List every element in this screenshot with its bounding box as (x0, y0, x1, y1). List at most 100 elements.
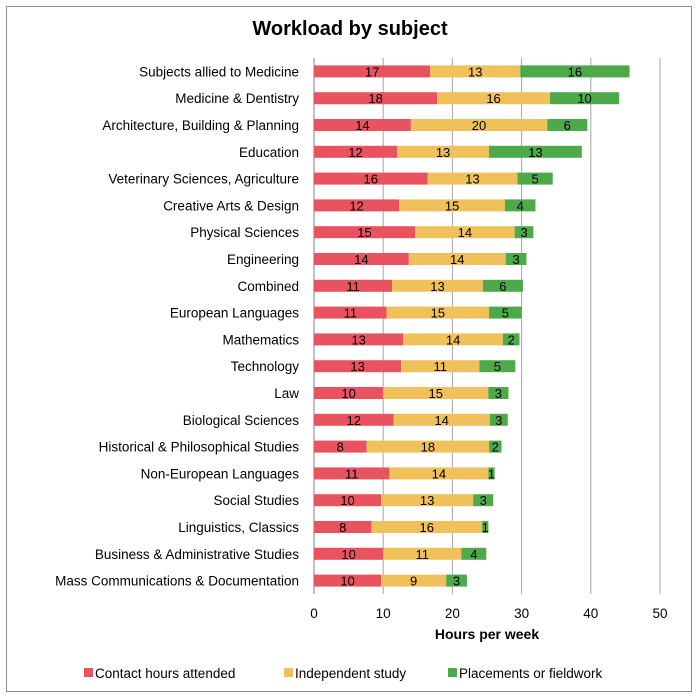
bar-segment (314, 547, 384, 560)
data-label: 2 (508, 332, 515, 347)
bar-segment (517, 172, 553, 185)
data-label: 12 (348, 145, 362, 160)
bar-segment (314, 145, 398, 158)
data-label: 3 (520, 225, 527, 240)
bar-segment (489, 145, 582, 158)
bar-segment (314, 494, 382, 507)
bar-segment (383, 387, 489, 399)
category-label: Linguistics, Classics (178, 520, 299, 535)
bar-segment (381, 574, 447, 587)
bar-segment (489, 306, 522, 319)
bar-segment (366, 440, 490, 453)
bar-segment (410, 119, 548, 131)
category-label: Combined (237, 279, 299, 294)
bar-segment (446, 574, 467, 587)
bar-segment (488, 467, 495, 480)
data-label: 8 (337, 440, 344, 455)
category-label: Engineering (227, 252, 299, 267)
legend-label: Independent study (295, 666, 406, 681)
data-label: 14 (355, 118, 369, 133)
data-label: 11 (434, 359, 448, 374)
data-label: 5 (502, 306, 509, 321)
data-label: 13 (436, 145, 450, 160)
category-label: Subjects allied to Medicine (139, 64, 299, 79)
category-label: Business & Administrative Studies (95, 547, 299, 562)
x-axis-title: Hours per week (435, 626, 539, 642)
data-label: 14 (434, 413, 448, 428)
bar-segment (314, 413, 394, 426)
data-label: 13 (430, 279, 444, 294)
bar-segment (383, 547, 462, 560)
category-label: Non-European Languages (141, 466, 300, 481)
bar-segment (415, 226, 515, 239)
category-labels: Subjects allied to Medicine Medicine & De… (55, 64, 299, 588)
data-label: 3 (480, 493, 487, 508)
bar-segment (547, 119, 588, 131)
bar-segment (314, 226, 416, 239)
data-label: 13 (528, 145, 542, 160)
data-label: 6 (564, 118, 571, 133)
data-label: 2 (492, 440, 499, 455)
bar-segment (314, 92, 438, 105)
category-label: Education (239, 145, 299, 160)
data-label: 11 (345, 466, 359, 481)
bar-segment (314, 574, 382, 587)
data-label: 12 (349, 198, 363, 213)
data-label: 3 (512, 252, 519, 267)
bar-segment (520, 65, 630, 78)
data-label: 14 (458, 225, 472, 240)
bar-segment (392, 279, 483, 292)
data-label: 17 (365, 64, 379, 79)
x-tick-label: 20 (445, 606, 460, 621)
data-label: 16 (568, 64, 582, 79)
bar-segment (399, 199, 505, 212)
bar-segment (437, 92, 550, 105)
data-label: 14 (446, 332, 460, 347)
bar-segment (401, 360, 480, 373)
data-label: 13 (465, 172, 479, 187)
category-label: Physical Sciences (190, 225, 299, 240)
bar-segment (482, 521, 489, 533)
bar-segment (314, 199, 400, 212)
data-label: 15 (431, 306, 445, 321)
bar-segment (514, 226, 534, 239)
category-label: Mathematics (222, 332, 299, 347)
bar-segment (314, 279, 393, 292)
bar-segment (504, 199, 536, 212)
data-label: 11 (416, 547, 430, 562)
data-label: 12 (347, 413, 361, 428)
bar-segment (389, 467, 489, 480)
data-label: 18 (421, 440, 435, 455)
x-tick-label: 10 (376, 606, 391, 621)
legend-swatch (84, 668, 93, 677)
data-label: 4 (517, 198, 524, 213)
data-label: 15 (445, 198, 459, 213)
bar-segment (371, 521, 483, 533)
x-tick-label: 30 (514, 606, 529, 621)
bar-segment (505, 253, 527, 265)
data-label: 6 (499, 279, 506, 294)
data-label: 13 (351, 332, 365, 347)
category-label: Architecture, Building & Planning (102, 118, 299, 133)
bar-segment (314, 387, 384, 399)
legend: Contact hours attended Independent study P… (84, 666, 603, 681)
category-label: Veterinary Sciences, Agriculture (108, 172, 299, 187)
bar-segment (408, 253, 506, 265)
data-label: 10 (577, 91, 591, 106)
bar-segment (430, 65, 521, 78)
bar-segment (314, 333, 404, 346)
bar-segment (314, 521, 372, 533)
data-label: 20 (472, 118, 486, 133)
x-tick-label: 0 (310, 606, 318, 621)
data-label: 18 (368, 91, 382, 106)
bar-segment (314, 253, 409, 265)
bar-segment (549, 92, 620, 105)
data-label: 10 (340, 493, 354, 508)
x-tick-label: 50 (652, 606, 667, 621)
bar-segment (488, 387, 509, 399)
data-label: 10 (341, 386, 355, 401)
category-label: European Languages (170, 306, 299, 321)
legend-swatch (284, 668, 293, 677)
